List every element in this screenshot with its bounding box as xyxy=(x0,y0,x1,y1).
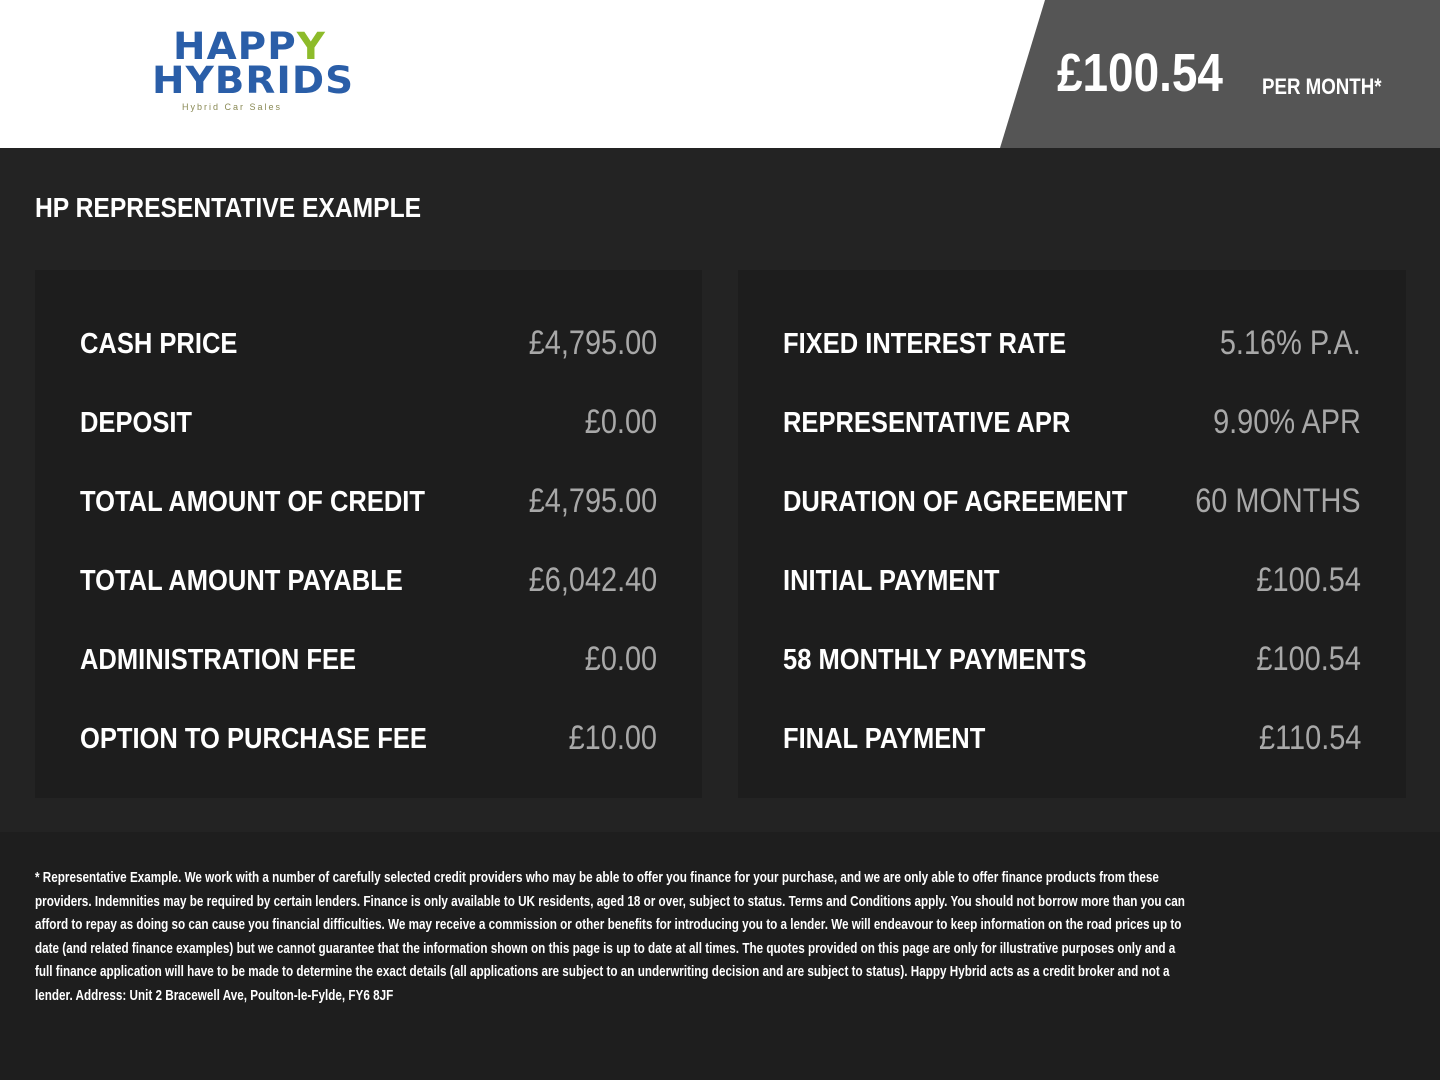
logo-line2: HYBRIDS xyxy=(152,59,355,102)
row-value: 60 MONTHS xyxy=(1195,482,1361,520)
row-label: OPTION TO PURCHASE FEE xyxy=(80,723,427,755)
finance-row: TOTAL AMOUNT OF CREDIT £4,795.00 xyxy=(80,482,657,522)
finance-row: TOTAL AMOUNT PAYABLE £6,042.40 xyxy=(80,561,657,601)
finance-row: DEPOSIT £0.00 xyxy=(80,403,657,443)
row-value: £4,795.00 xyxy=(528,324,657,362)
per-month-label: PER MONTH* xyxy=(1262,74,1382,99)
row-label: DEPOSIT xyxy=(80,407,193,439)
finance-row: FIXED INTEREST RATE 5.16% P.A. xyxy=(783,324,1361,364)
finance-row: 58 MONTHLY PAYMENTS £100.54 xyxy=(783,640,1361,680)
row-value: £100.54 xyxy=(1256,640,1361,678)
row-label: FINAL PAYMENT xyxy=(783,723,986,755)
row-label: INITIAL PAYMENT xyxy=(783,565,1000,597)
disclaimer-line: providers. Indemnities may be required b… xyxy=(35,892,1185,910)
row-label: CASH PRICE xyxy=(80,328,238,360)
row-value: £0.00 xyxy=(584,403,657,441)
header: HAPPY HYBRIDS Hybrid Car Sales £100.54 P… xyxy=(0,0,1440,148)
row-value: 9.90% APR xyxy=(1213,403,1361,441)
finance-row: INITIAL PAYMENT £100.54 xyxy=(783,561,1361,601)
finance-row: DURATION OF AGREEMENT 60 MONTHS xyxy=(783,482,1361,522)
row-value: £4,795.00 xyxy=(528,482,657,520)
row-label: DURATION OF AGREEMENT xyxy=(783,486,1128,518)
monthly-price: £100.54 xyxy=(1057,43,1223,103)
finance-row: CASH PRICE £4,795.00 xyxy=(80,324,657,364)
disclaimer-line: full finance application will have to be… xyxy=(35,963,1170,981)
happy-hybrids-logo[interactable]: HAPPY HYBRIDS Hybrid Car Sales xyxy=(152,25,353,120)
finance-row: REPRESENTATIVE APR 9.90% APR xyxy=(783,403,1361,443)
logo-tagline: Hybrid Car Sales xyxy=(182,102,283,112)
row-value: £0.00 xyxy=(584,640,657,678)
row-label: TOTAL AMOUNT OF CREDIT xyxy=(80,486,425,518)
row-label: TOTAL AMOUNT PAYABLE xyxy=(80,565,403,597)
row-label: FIXED INTEREST RATE xyxy=(783,328,1067,360)
row-value: £6,042.40 xyxy=(528,561,657,599)
disclaimer-line: * Representative Example. We work with a… xyxy=(35,869,1159,886)
finance-example: HP REPRESENTATIVE EXAMPLE CASH PRICE £4,7… xyxy=(0,148,1440,832)
monthly-price-band xyxy=(1000,0,1440,148)
finance-row: OPTION TO PURCHASE FEE £10.00 xyxy=(80,719,657,759)
disclaimer: * Representative Example. We work with a… xyxy=(35,866,1440,1008)
disclaimer-line: lender. Address: Unit 2 Bracewell Ave, P… xyxy=(35,986,394,1004)
row-value: 5.16% P.A. xyxy=(1220,324,1361,362)
row-value: £10.00 xyxy=(568,719,657,757)
row-value: £110.54 xyxy=(1258,719,1361,757)
finance-row: FINAL PAYMENT £110.54 xyxy=(783,719,1361,759)
disclaimer-line: date (and related finance examples) but … xyxy=(35,939,1176,957)
row-value: £100.54 xyxy=(1256,561,1361,599)
row-label: REPRESENTATIVE APR xyxy=(783,407,1071,439)
disclaimer-line: afford to repay as doing so can cause yo… xyxy=(35,916,1182,934)
logo-smiley-y: Y xyxy=(296,25,326,68)
section-title: HP REPRESENTATIVE EXAMPLE xyxy=(35,192,422,223)
right-panel: FIXED INTEREST RATE 5.16% P.A. REPRESENTAT… xyxy=(738,270,1406,798)
finance-row: ADMINISTRATION FEE £0.00 xyxy=(80,640,657,680)
row-label: ADMINISTRATION FEE xyxy=(80,644,356,676)
left-panel: CASH PRICE £4,795.00 DEPOSIT £0.00 TOTAL AMO… xyxy=(35,270,702,798)
logo-line1: HAPP xyxy=(173,25,297,68)
row-label: 58 MONTHLY PAYMENTS xyxy=(783,644,1087,676)
